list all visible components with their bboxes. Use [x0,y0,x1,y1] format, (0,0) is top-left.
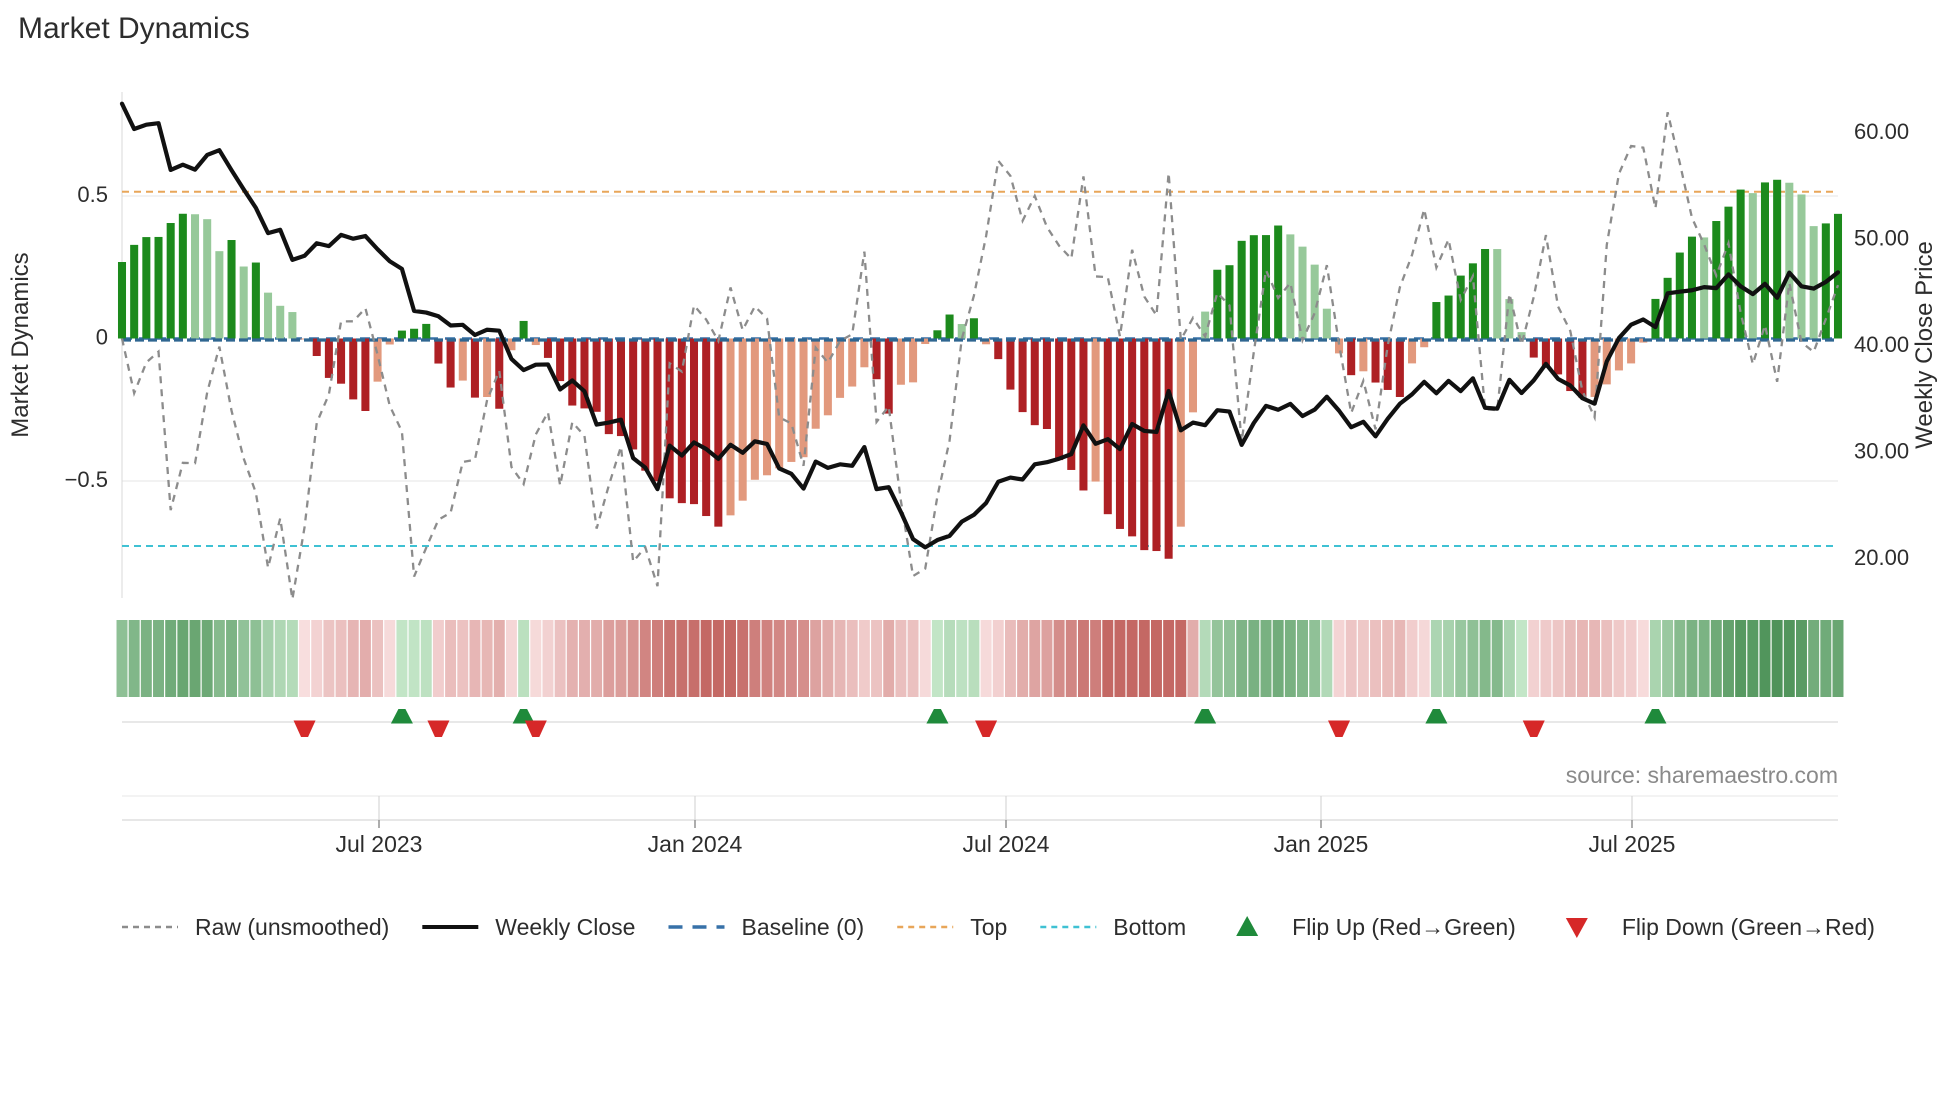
svg-text:40.00: 40.00 [1854,332,1909,357]
svg-text:Flip Up (Red→Green): Flip Up (Red→Green) [1292,914,1516,940]
svg-text:−0.5: −0.5 [65,467,108,492]
svg-text:Top: Top [970,914,1007,940]
svg-text:Jul 2025: Jul 2025 [1589,831,1676,857]
svg-text:0.5: 0.5 [77,182,108,207]
svg-text:Weekly Close: Weekly Close [495,914,635,940]
svg-text:20.00: 20.00 [1854,545,1909,570]
svg-text:Jan 2024: Jan 2024 [648,831,743,857]
svg-text:source: sharemaestro.com: source: sharemaestro.com [1566,762,1838,788]
svg-text:Baseline (0): Baseline (0) [741,914,864,940]
svg-text:Bottom: Bottom [1113,914,1186,940]
svg-text:Flip Down (Green→Red): Flip Down (Green→Red) [1622,914,1875,940]
svg-text:Jul 2023: Jul 2023 [336,831,423,857]
svg-text:Jan 2025: Jan 2025 [1274,831,1369,857]
svg-text:0: 0 [96,325,108,350]
svg-text:50.00: 50.00 [1854,225,1909,250]
svg-text:Weekly Close Price: Weekly Close Price [1911,241,1938,449]
svg-text:Market Dynamics: Market Dynamics [7,252,34,437]
svg-text:Jul 2024: Jul 2024 [963,831,1050,857]
svg-text:30.00: 30.00 [1854,439,1909,464]
svg-text:60.00: 60.00 [1854,119,1909,144]
svg-text:Raw (unsmoothed): Raw (unsmoothed) [195,914,389,940]
